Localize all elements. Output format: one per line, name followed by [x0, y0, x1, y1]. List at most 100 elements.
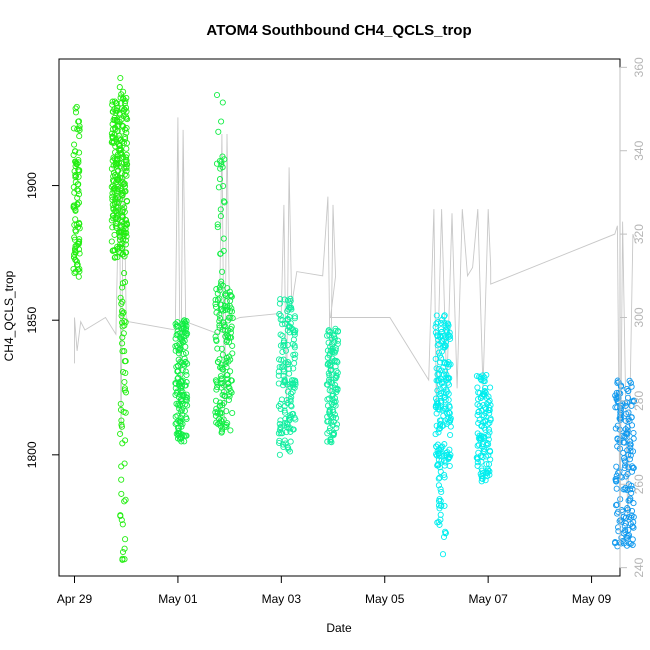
series-4 [116, 74, 127, 102]
data-point [181, 319, 189, 326]
data-point [292, 327, 299, 334]
data-point [110, 154, 117, 161]
data-point [625, 409, 632, 416]
data-point [228, 389, 235, 396]
data-point [275, 372, 282, 379]
data-point [437, 332, 444, 339]
data-point [447, 451, 454, 458]
data-point [114, 128, 121, 135]
data-point [439, 316, 446, 323]
data-point [214, 329, 221, 336]
data-point [442, 459, 449, 466]
data-point [118, 417, 125, 424]
data-point [627, 438, 634, 445]
y-tick-label: 1800 [25, 441, 39, 468]
data-point [119, 187, 126, 194]
data-point [218, 278, 225, 285]
data-point [120, 88, 127, 95]
data-point [212, 397, 220, 404]
data-point [179, 420, 186, 428]
data-point [333, 385, 340, 392]
x-tick-label: May 09 [572, 592, 612, 606]
data-point [119, 368, 127, 376]
series-5 [172, 317, 191, 445]
data-point [112, 207, 119, 214]
data-point [276, 439, 283, 447]
data-point [110, 182, 117, 189]
data-point [330, 414, 337, 421]
data-point [615, 398, 622, 405]
data-point [123, 220, 130, 227]
data-point [218, 410, 225, 417]
data-point [110, 138, 117, 145]
data-point [433, 451, 440, 458]
data-point [474, 455, 481, 462]
data-point [70, 202, 77, 209]
data-point [447, 416, 454, 423]
data-point [435, 475, 442, 482]
data-point [76, 149, 83, 156]
data-point [214, 221, 221, 228]
data-point [229, 315, 236, 322]
data-point [123, 145, 130, 152]
data-point [217, 165, 224, 172]
data-point [437, 376, 444, 383]
data-point [615, 389, 623, 396]
series-9 [323, 325, 342, 446]
data-point [615, 508, 622, 515]
data-point [212, 377, 219, 384]
data-point [219, 402, 226, 409]
data-point [120, 201, 127, 208]
data-point [216, 318, 223, 325]
data-point [291, 344, 298, 351]
data-point [438, 502, 445, 509]
data-point [177, 417, 184, 425]
data-point [442, 528, 449, 535]
series-1 [72, 103, 80, 116]
data-point [276, 300, 283, 307]
data-point [75, 273, 82, 280]
data-point [613, 389, 620, 396]
data-point [282, 347, 290, 354]
data-point [71, 234, 78, 241]
data-point [618, 474, 625, 481]
data-point [437, 397, 445, 404]
data-point [172, 413, 179, 420]
data-point [119, 280, 126, 287]
data-point [441, 342, 448, 349]
data-point [630, 397, 637, 404]
data-point [475, 435, 482, 442]
data-point [75, 166, 82, 174]
data-point [330, 391, 337, 398]
x-axis: Apr 29 May 01 May 03 May 05 May 07 May 09 [57, 575, 612, 606]
data-point [629, 448, 637, 455]
data-point [627, 441, 634, 448]
data-point [479, 472, 486, 479]
data-point [329, 355, 336, 362]
data-point [174, 435, 182, 442]
data-point [282, 440, 289, 447]
data-point [224, 420, 231, 427]
data-point [280, 372, 287, 379]
data-point [121, 106, 128, 113]
data-point [441, 441, 448, 448]
y-axis: 1800 1850 1900 [25, 172, 60, 468]
data-point [629, 485, 636, 493]
data-point [443, 420, 450, 427]
data-point [172, 335, 179, 342]
data-point [121, 545, 128, 552]
data-point [333, 421, 341, 428]
data-point [620, 439, 627, 446]
data-point [285, 425, 292, 432]
data-point [333, 358, 340, 365]
data-point [109, 247, 116, 254]
data-point [111, 201, 118, 208]
data-point [333, 372, 340, 379]
data-point [218, 375, 225, 382]
data-point [434, 441, 441, 448]
right-y-tick-label: 360 [632, 57, 646, 77]
data-point [628, 383, 635, 390]
data-point [118, 423, 125, 430]
data-point [276, 437, 283, 444]
